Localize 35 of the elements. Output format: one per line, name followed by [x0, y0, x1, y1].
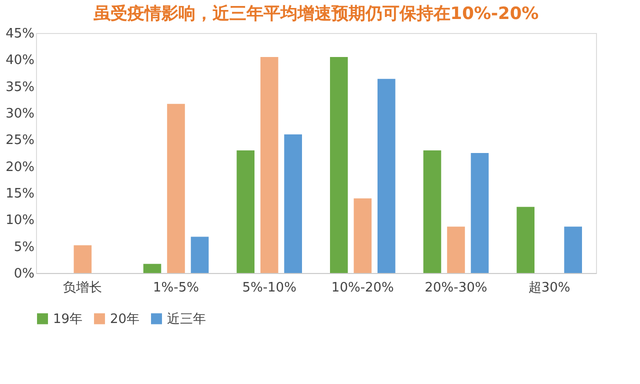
y-tick-label: 15%	[6, 186, 34, 202]
y-tick-label: 5%	[14, 240, 34, 255]
y-tick-label: 45%	[6, 26, 34, 42]
x-tick-label: 超30%	[528, 280, 570, 296]
x-tick-label: 5%-10%	[242, 280, 296, 296]
bar	[378, 78, 396, 273]
x-tick-label: 1%-5%	[153, 280, 199, 296]
bar	[143, 264, 162, 273]
y-tick-label: 35%	[6, 80, 34, 95]
bar	[74, 245, 92, 273]
x-tick-label: 20%-30%	[424, 280, 488, 296]
chart-title: 虽受疫情影响，近三年平均增速预期仍可保持在10%-20%	[92, 4, 539, 24]
y-tick-label: 20%	[6, 160, 34, 175]
bar	[330, 57, 348, 273]
y-tick-label: 10%	[6, 213, 34, 228]
bar	[470, 153, 489, 273]
bar	[167, 104, 185, 273]
y-tick-label: 0%	[14, 266, 34, 282]
legend-label: 近三年	[167, 312, 206, 327]
bar	[260, 57, 278, 273]
legend-label: 20年	[110, 312, 140, 327]
legend-label: 19年	[53, 312, 83, 327]
bar	[423, 150, 442, 273]
bar	[447, 226, 465, 273]
y-tick-label: 30%	[6, 106, 34, 122]
x-tick-label: 10%-20%	[331, 280, 394, 296]
y-tick-label: 25%	[6, 133, 34, 148]
bar	[190, 236, 209, 273]
bar	[354, 198, 372, 273]
y-tick-label: 40%	[6, 53, 34, 68]
x-tick-label: 负增长	[63, 280, 102, 296]
bar	[236, 150, 254, 273]
bar	[516, 206, 534, 273]
bar	[284, 134, 302, 273]
bar	[564, 226, 582, 273]
